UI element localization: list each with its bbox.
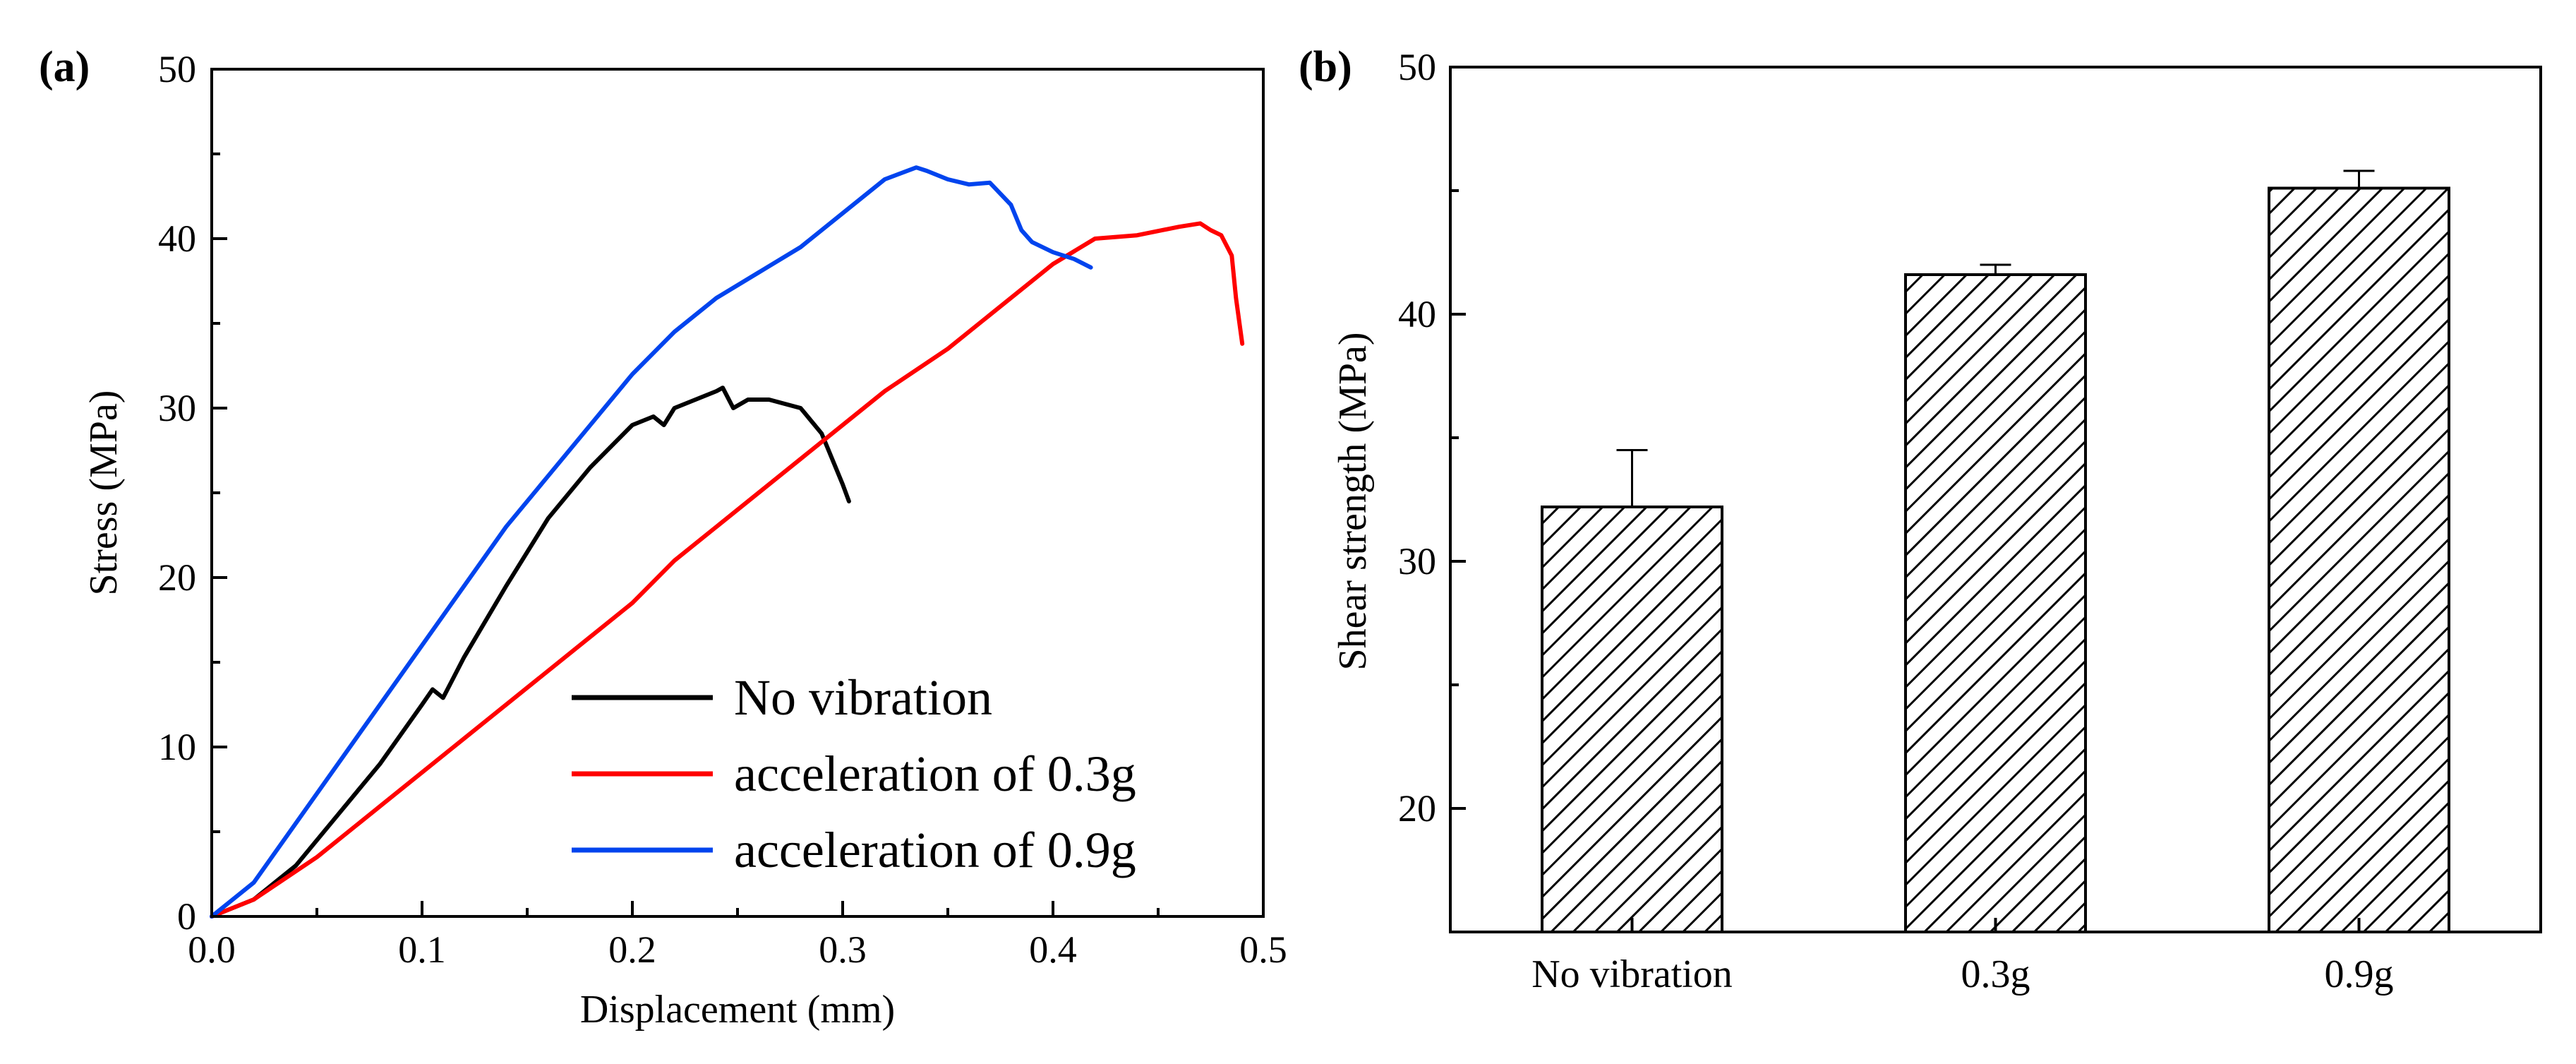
x-tick-label: 0.2 — [608, 928, 656, 971]
x-tick-label: No vibration — [1531, 952, 1733, 996]
x-tick-label: 0.4 — [1029, 928, 1077, 971]
legend-label-2: acceleration of 0.9g — [734, 822, 1136, 878]
y-tick-label: 30 — [1398, 540, 1436, 582]
x-tick-label: 0.1 — [398, 928, 446, 971]
panel-b-label: (b) — [1299, 43, 1352, 91]
panel-a-label: (a) — [39, 43, 90, 91]
bar-0 — [1541, 506, 1723, 933]
panel-b-bar-chart: (b) 20 30 40 50 No vibration 0.3g 0.9g Shear … — [1299, 43, 2542, 996]
panel-b-bars: No vibration 0.3g 0.9g — [1531, 169, 2450, 996]
x-tick-label: 0.5 — [1239, 928, 1287, 971]
y-tick-label: 50 — [158, 48, 196, 90]
panel-a-series — [210, 165, 1245, 919]
y-tick-label: 20 — [158, 556, 196, 599]
panel-a-line-chart: (a) 0.0 0.1 0.2 0.3 0.4 0.5 0 10 20 30 40 50 Displ… — [39, 43, 1287, 1032]
x-tick-label: 0.3g — [1961, 952, 2030, 996]
y-tick-label: 50 — [1398, 46, 1436, 88]
legend-label-0: No vibration — [734, 669, 992, 726]
y-tick-label: 40 — [158, 217, 196, 260]
legend-label-1: acceleration of 0.3g — [734, 746, 1136, 802]
panel-b-plot-frame — [1449, 66, 2542, 933]
panel-a-legend: No vibration acceleration of 0.3g accelera… — [572, 669, 1136, 878]
y-tick-label: 30 — [158, 387, 196, 429]
y-tick-label: 0 — [177, 895, 196, 938]
series-line-2 — [210, 165, 1093, 919]
bar-1 — [1904, 273, 2087, 933]
panel-b-y-axis-label: Shear strength (MPa) — [1331, 332, 1375, 670]
x-tick-label: 0.9g — [2325, 952, 2394, 996]
series-line-0 — [210, 385, 851, 919]
bar-2 — [2268, 186, 2450, 933]
panel-a-x-ticks: 0.0 0.1 0.2 0.3 0.4 0.5 — [188, 901, 1287, 971]
x-tick-label: 0.0 — [188, 928, 236, 971]
series-line-1 — [210, 221, 1245, 919]
panel-a-y-axis-label: Stress (MPa) — [82, 390, 126, 596]
y-tick-label: 40 — [1398, 293, 1436, 335]
panel-b-y-ticks: 20 30 40 50 — [1398, 46, 1466, 933]
panel-a-x-axis-label: Displacement (mm) — [580, 988, 895, 1032]
y-tick-label: 10 — [158, 726, 196, 768]
x-tick-label: 0.3 — [819, 928, 867, 971]
y-tick-label: 20 — [1398, 787, 1436, 830]
panel-a-plot-frame — [210, 68, 1265, 918]
panel-a-y-ticks: 0 10 20 30 40 50 — [158, 48, 227, 938]
